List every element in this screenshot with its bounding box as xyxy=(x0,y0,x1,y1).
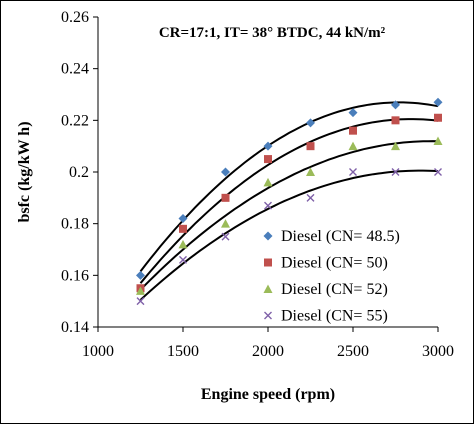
data-point xyxy=(348,108,358,118)
trendline-curve xyxy=(139,140,439,291)
legend-label: Diesel (CN= 50) xyxy=(281,255,388,272)
y-tick-label: 0.14 xyxy=(61,319,89,336)
data-point xyxy=(263,141,273,151)
x-tick-label: 1000 xyxy=(82,343,114,360)
trendline-curve xyxy=(139,118,439,284)
data-point xyxy=(179,255,187,264)
x-tick-label: 2000 xyxy=(252,343,284,360)
data-point xyxy=(349,126,357,135)
legend-label: Diesel (CN= 48.5) xyxy=(281,228,400,245)
data-point xyxy=(434,113,442,122)
y-tick-label: 0.22 xyxy=(61,112,89,129)
data-point xyxy=(221,167,230,177)
x-tick-label: 1500 xyxy=(167,343,199,360)
trendline-curve xyxy=(139,169,439,301)
legend-marker xyxy=(263,231,273,241)
legend-label: Diesel (CN= 52) xyxy=(281,281,388,298)
trendline-curve xyxy=(139,101,439,273)
data-point xyxy=(179,224,187,233)
data-point xyxy=(348,141,358,151)
data-point xyxy=(306,142,315,151)
data-point xyxy=(433,136,443,145)
data-point xyxy=(221,232,230,241)
data-point xyxy=(264,201,272,210)
data-point xyxy=(391,116,400,125)
y-tick-label: 0.18 xyxy=(61,216,89,233)
data-point xyxy=(221,193,230,202)
data-point xyxy=(178,239,188,249)
x-tick-label: 2500 xyxy=(337,343,369,360)
x-tick-label: 3000 xyxy=(422,343,454,360)
data-point xyxy=(136,286,145,295)
data-point xyxy=(391,141,400,151)
data-point xyxy=(136,297,145,306)
y-tick-label: 0.16 xyxy=(61,267,89,284)
legend-marker xyxy=(264,258,272,267)
y-tick-label: 0.2 xyxy=(69,164,89,181)
data-point xyxy=(391,168,400,176)
data-point xyxy=(433,97,443,107)
data-point xyxy=(391,100,400,110)
legend: Diesel (CN= 48.5) Diesel (CN= 50) Diesel (… xyxy=(263,228,400,325)
legend-marker xyxy=(263,284,273,293)
data-point xyxy=(221,219,230,228)
data-point xyxy=(349,168,357,176)
data-point xyxy=(434,168,442,176)
data-point xyxy=(306,118,315,128)
data-point xyxy=(178,214,188,223)
data-point xyxy=(264,155,272,164)
data-point xyxy=(306,167,315,176)
chart-title: CR=17:1, IT= 38° BTDC, 44 kN/m² xyxy=(159,25,386,41)
legend-marker xyxy=(264,311,272,320)
data-point xyxy=(306,193,315,202)
y-tick-label: 0.24 xyxy=(61,61,89,78)
y-axis-title: bsfc (kg/kW h) xyxy=(16,121,33,222)
y-tick-label: 0.26 xyxy=(61,9,89,26)
x-axis-title: Engine speed (rpm) xyxy=(201,386,335,403)
data-point xyxy=(136,270,145,280)
data-point xyxy=(263,177,273,187)
legend-label: Diesel (CN= 55) xyxy=(281,308,388,325)
